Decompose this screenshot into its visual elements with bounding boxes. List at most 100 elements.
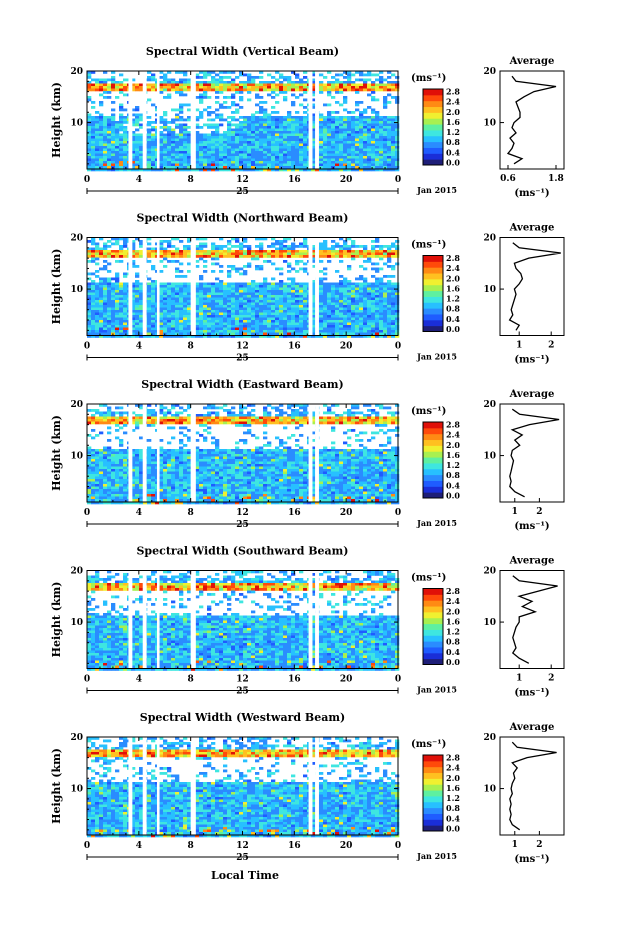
heatmap-cell: [115, 322, 120, 326]
heatmap-cell: [327, 247, 332, 251]
heatmap-cell: [235, 146, 240, 149]
heatmap-cell: [259, 161, 264, 164]
heatmap-cell: [175, 247, 180, 251]
heatmap-cell: [279, 250, 284, 253]
heatmap-cell: [299, 312, 304, 316]
heatmap-cell: [295, 312, 300, 316]
heatmap-cell: [151, 156, 156, 159]
heatmap-cell: [131, 86, 136, 89]
heatmap-cell: [331, 86, 336, 89]
heatmap-cell: [239, 91, 244, 94]
heatmap-cell: [211, 287, 216, 291]
heatmap-cell: [147, 310, 152, 313]
heatmap-cell: [115, 305, 120, 308]
heatmap-cell: [151, 83, 156, 87]
heatmap-cell: [95, 419, 100, 422]
heatmap-cell: [227, 158, 232, 162]
heatmap-cell: [187, 250, 192, 253]
heatmap-cell: [303, 153, 308, 157]
heatmap-cell: [175, 335, 180, 338]
heatmap-cell: [275, 320, 280, 323]
heatmap-cell: [175, 71, 180, 74]
heatmap-cell: [175, 290, 180, 293]
heatmap-cell: [91, 305, 96, 308]
heatmap-cell: [351, 250, 356, 253]
heatmap-cell: [271, 287, 276, 291]
heatmap-cell: [279, 320, 284, 323]
heatmap-cell: [139, 317, 144, 321]
heatmap-cell: [147, 123, 152, 127]
heatmap-cell: [391, 166, 396, 169]
heatmap-cell: [383, 88, 388, 92]
heatmap-cell: [371, 332, 376, 336]
heatmap-cell: [287, 287, 292, 291]
heatmap-cell: [131, 247, 136, 251]
heatmap-cell: [287, 332, 292, 336]
heatmap-cell: [311, 327, 316, 331]
heatmap-cell: [159, 136, 164, 139]
heatmap-cell: [227, 312, 232, 316]
heatmap-cell: [275, 300, 280, 303]
heatmap-cell: [347, 247, 352, 251]
heatmap-cell: [107, 456, 112, 460]
heatmap-cell: [351, 325, 356, 328]
heatmap-cell: [351, 305, 356, 308]
heatmap-cell: [387, 138, 392, 142]
heatmap-cell: [299, 300, 304, 303]
heatmap-cell: [359, 292, 364, 296]
heatmap-cell: [103, 156, 108, 159]
heatmap-cell: [291, 300, 296, 303]
heatmap-cell: [343, 166, 348, 169]
heatmap-cell: [159, 153, 164, 157]
y-tick-label: 20: [70, 67, 83, 77]
heatmap-cell: [243, 282, 248, 286]
heatmap-cell: [335, 305, 340, 308]
heatmap-cell: [291, 153, 296, 157]
heatmap-cell: [251, 161, 256, 164]
heatmap-cell: [319, 73, 324, 77]
heatmap-cell: [107, 148, 112, 152]
heatmap-cell: [227, 81, 232, 84]
heatmap-cell: [303, 71, 308, 74]
heatmap-cell: [175, 237, 180, 241]
heatmap-cell: [319, 141, 324, 144]
heatmap-cell: [279, 81, 284, 84]
heatmap-cell: [171, 168, 176, 172]
heatmap-cell: [327, 136, 332, 139]
heatmap-cell: [135, 141, 140, 144]
heatmap-cell: [203, 270, 208, 273]
heatmap-cell: [295, 282, 300, 286]
heatmap-cell: [279, 322, 284, 326]
heatmap-cell: [279, 297, 284, 301]
heatmap-cell: [335, 111, 340, 114]
heatmap-cell: [119, 106, 124, 109]
heatmap-cell: [319, 312, 324, 316]
heatmap-cell: [259, 101, 264, 104]
heatmap-cell: [379, 131, 384, 134]
colorbar-swatch: [423, 267, 443, 274]
heatmap-cell: [347, 285, 352, 288]
heatmap-cell: [291, 163, 296, 167]
heatmap-cell: [255, 252, 260, 256]
heatmap-cell: [395, 302, 400, 306]
heatmap-cell: [383, 161, 388, 164]
heatmap-cell: [207, 86, 212, 89]
heatmap-cell: [259, 96, 264, 99]
heatmap-cell: [147, 116, 152, 119]
heatmap-cell: [243, 287, 248, 291]
heatmap-cell: [271, 245, 276, 248]
heatmap-cell: [239, 121, 244, 124]
heatmap-cell: [327, 305, 332, 308]
heatmap-cell: [135, 118, 140, 122]
heatmap-cell: [111, 108, 116, 112]
heatmap-cell: [355, 78, 360, 82]
heatmap-cell: [323, 83, 328, 87]
heatmap-cell: [371, 320, 376, 323]
heatmap-cell: [251, 81, 256, 84]
heatmap-cell: [251, 335, 256, 338]
heatmap-cell: [259, 242, 264, 246]
heatmap-cell: [395, 282, 400, 286]
heatmap-cell: [87, 459, 92, 462]
heatmap-cell: [383, 158, 388, 162]
heatmap-cell: [119, 312, 124, 316]
